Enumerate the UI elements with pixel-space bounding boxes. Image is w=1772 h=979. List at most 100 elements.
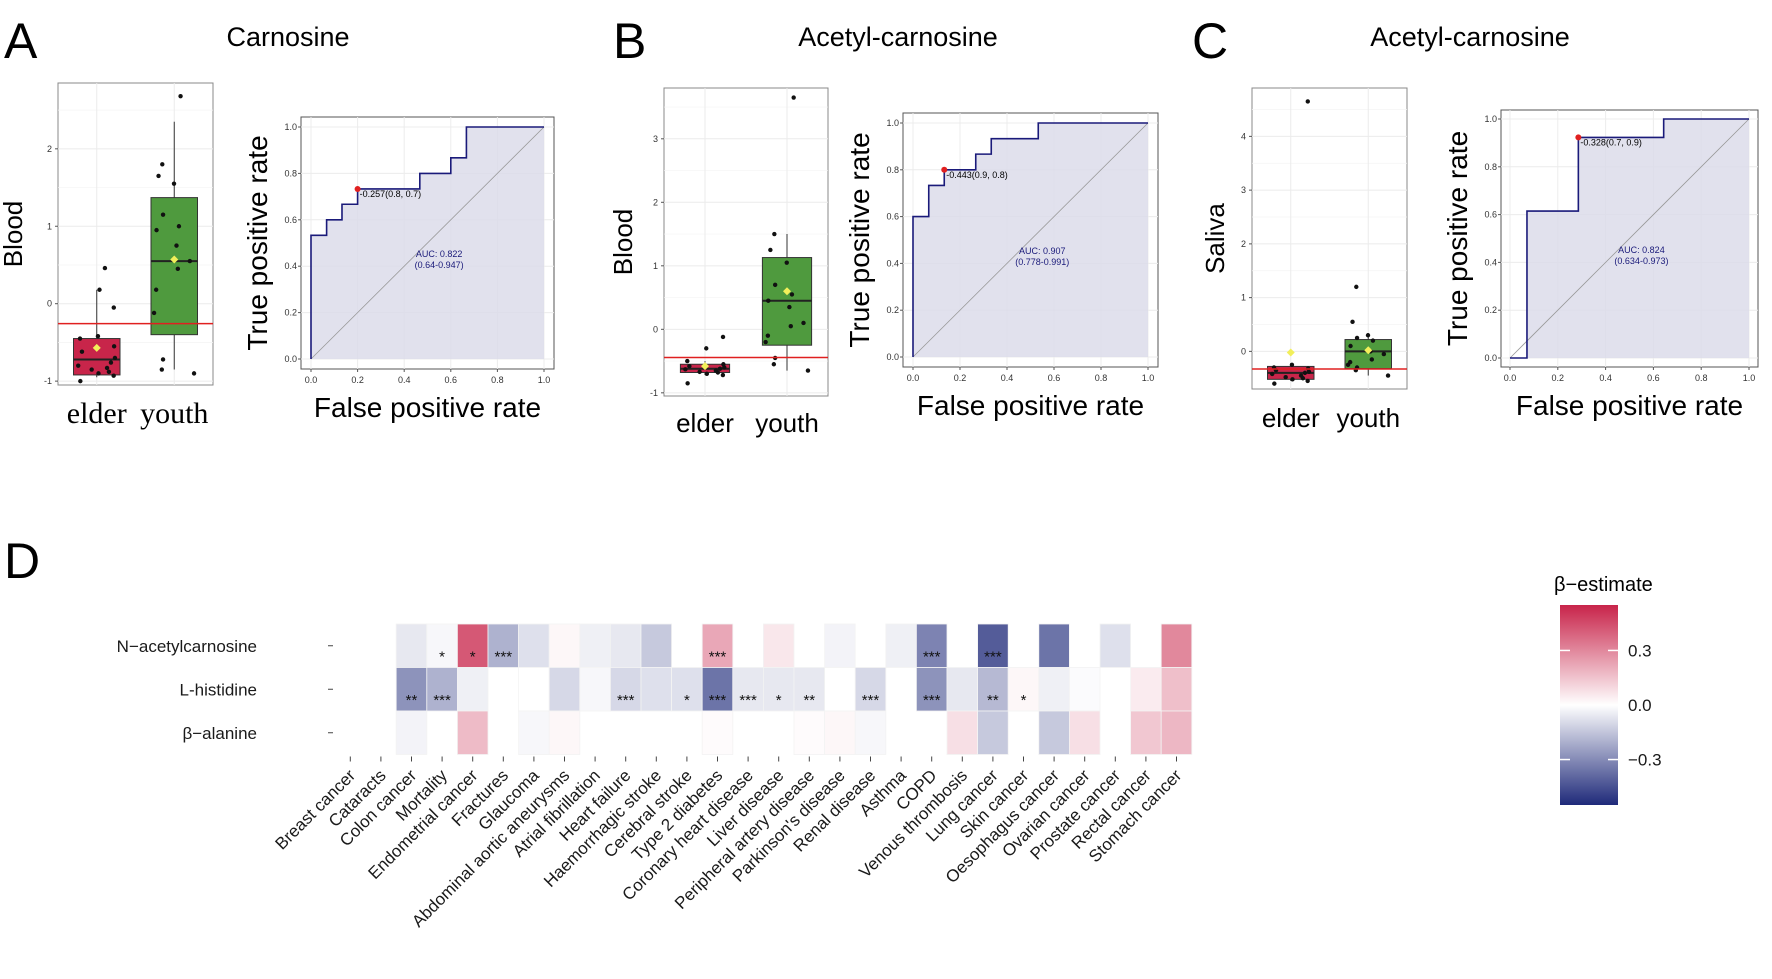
panel-b-elder-point <box>697 369 702 375</box>
panel-c-roc-ytick-label: 0.4 <box>1484 257 1497 267</box>
panel-a-roc-ytick-label: 0.4 <box>284 261 297 271</box>
panel-a-elder-point <box>104 365 110 371</box>
heatmap-cell <box>701 623 734 668</box>
panel-b-ytick-label: 2 <box>653 197 658 207</box>
panel-c-youth-point <box>1347 359 1353 365</box>
panel-c-elder-mean-marker <box>1286 348 1295 357</box>
panel-a-roc-ytick-label: 0.0 <box>284 354 297 364</box>
heatmap-cell <box>1130 667 1162 712</box>
panel-a-youth-point <box>160 212 166 217</box>
panel-a-roc-auc-ci: (0.64-0.947) <box>415 260 464 270</box>
panel-a-roc-xtick-label: 0.6 <box>445 375 458 385</box>
panel-a-roc-ytick-label: 0.8 <box>284 168 297 178</box>
panel-a-group-label-youth: youth <box>140 397 208 430</box>
panel-a-roc-auc-label: AUC: 0.822 <box>416 249 463 259</box>
panel-c-youth-point <box>1354 284 1359 290</box>
panel-b-roc-diagonal <box>912 122 1149 358</box>
panel-c-ytick-label: 4 <box>1241 131 1246 141</box>
panel-b-elder-point <box>704 346 709 351</box>
panel-c-box-ylabel: Saliva <box>1200 203 1230 274</box>
panel-a-youth-point <box>176 224 182 229</box>
panel-a-youth-point <box>178 93 183 99</box>
panel-c-roc-ytick-label: 0.2 <box>1484 305 1497 315</box>
panel-a-elder-point <box>112 355 118 361</box>
panel-c: C Acetyl-carnosine 0 1 2 3 4 elder youth Saliva… <box>1192 13 1759 433</box>
panel-a-youth-point <box>171 181 177 186</box>
heatmap-cell <box>640 623 673 668</box>
panel-b-roc-cutoff-point <box>941 166 948 173</box>
panel-b-elder-point <box>720 372 726 378</box>
panel-a: A Carnosine -1 0 1 2 elder youth Blood 0.0 0.0 0.… <box>0 13 555 430</box>
panel-b-ytick-label: -1 <box>650 388 658 398</box>
heatmap-significance: *** <box>984 649 1002 666</box>
panel-b-roc-ylabel: True positive rate <box>844 132 875 347</box>
heatmap-significance: * <box>1021 692 1027 709</box>
panel-b-roc-auc-label: AUC: 0.907 <box>1019 246 1066 256</box>
heatmap-legend-title: β−estimate <box>1554 574 1653 596</box>
panel-a-elder-point <box>111 305 116 310</box>
panel-c-ytick-label: 3 <box>1241 185 1246 195</box>
heatmap-row-label: β−alanine <box>182 724 257 743</box>
panel-a-ytick-label: 0 <box>47 299 52 309</box>
panel-c-roc-xtick-label: 0.0 <box>1504 373 1517 383</box>
panel-a-elder-point <box>79 349 85 354</box>
heatmap-significance: *** <box>433 692 451 709</box>
panel-a-roc-ylabel: True positive rate <box>242 135 273 350</box>
panel-a-youth-point <box>160 162 165 167</box>
panel-b-ytick-label: 0 <box>653 324 658 334</box>
heatmap-cell <box>916 667 948 712</box>
panel-a-ytick-label: -1 <box>44 376 52 386</box>
heatmap-cell <box>456 623 489 668</box>
heatmap-row-label: N−acetylcarnosine <box>117 637 257 656</box>
panel-c-title: Acetyl-carnosine <box>1370 22 1570 52</box>
heatmap-cell <box>1069 667 1101 712</box>
heatmap-significance: ** <box>406 692 418 709</box>
panel-c-ytick-label: 0 <box>1241 346 1246 356</box>
panel-b-ytick-label: 3 <box>653 134 658 144</box>
panel-a-roc-xtick-label: 0.2 <box>351 375 364 385</box>
heatmap-cell <box>518 667 550 712</box>
panel-c-roc-ytick-label: 0.0 <box>1484 353 1497 363</box>
panel-c-elder-point <box>1283 374 1288 380</box>
panel-a-elder-point <box>111 344 117 349</box>
panel-c-roc-xlabel: False positive rate <box>1516 390 1743 421</box>
panel-b-roc-xtick-label: 0.2 <box>954 373 967 383</box>
panel-c-plot-frame <box>1251 87 1408 390</box>
heatmap-cell <box>946 710 979 755</box>
panel-b-elder-point <box>704 371 710 376</box>
panel-b-roc-xtick-label: 0.4 <box>1001 373 1014 383</box>
panel-b-roc-xtick-label: 0.6 <box>1048 373 1061 383</box>
heatmap-significance: * <box>439 649 445 666</box>
panel-c-elder-point <box>1302 370 1308 376</box>
heatmap-row-label: L-histidine <box>180 680 258 699</box>
heatmap-cell <box>1130 710 1162 755</box>
panel-b-elder-point <box>713 368 719 373</box>
panel-b-youth-point <box>763 339 768 345</box>
panel-c-elder-point <box>1272 381 1277 386</box>
heatmap-cell <box>854 667 887 712</box>
heatmap-cell <box>701 710 734 755</box>
panel-c-group-label-youth: youth <box>1336 403 1400 433</box>
panel-c-roc-xtick-label: 1.0 <box>1743 373 1756 383</box>
panel-c-elder-point <box>1289 362 1295 368</box>
panel-c-elder-point <box>1305 378 1310 384</box>
heatmap-cell <box>763 623 795 668</box>
panel-b-elder-point <box>685 358 690 364</box>
panel-a-elder-point <box>97 287 102 292</box>
heatmap-significance: *** <box>617 692 635 709</box>
heatmap-cell <box>701 667 734 712</box>
panel-b-youth-point <box>805 368 811 373</box>
panel-b-roc-ytick-label: 0.4 <box>886 258 899 268</box>
panel-c-roc-xtick-label: 0.6 <box>1647 373 1660 383</box>
panel-b-elder-mean-marker <box>701 362 709 371</box>
panel-b-ytick-label: 1 <box>653 261 658 271</box>
heatmap-cell <box>854 710 887 755</box>
heatmap-significance: *** <box>862 692 880 709</box>
panel-a-youth-mean-marker <box>170 255 179 264</box>
panel-a-elder-point <box>78 378 83 384</box>
heatmap-cell <box>395 667 428 712</box>
heatmap-cell <box>548 623 581 668</box>
panel-b-roc-xtick-label: 0.8 <box>1095 373 1108 383</box>
panel-a-roc-xtick-label: 1.0 <box>538 375 551 385</box>
